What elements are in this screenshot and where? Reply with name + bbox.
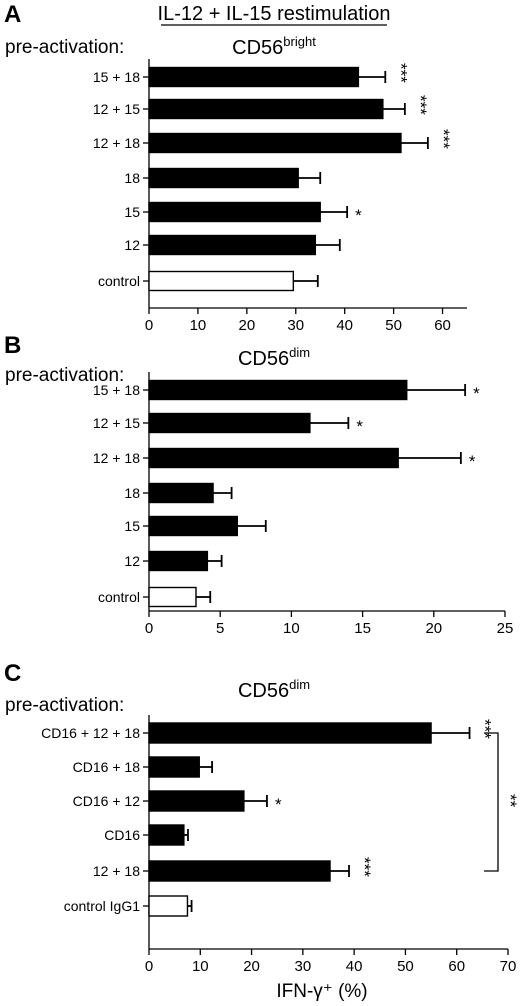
bar <box>148 132 402 154</box>
bar <box>148 447 399 469</box>
category-label: CD16 + 18 <box>73 759 141 775</box>
x-tick-label: 20 <box>239 317 256 334</box>
significance-marker: * <box>469 452 476 471</box>
significance-marker: * <box>355 206 362 225</box>
category-label: 18 <box>124 485 140 501</box>
x-tick-label: 0 <box>145 620 153 637</box>
comparison-bracket-label: ** <box>501 794 520 808</box>
bar <box>148 860 331 882</box>
category-label: 15 <box>124 204 140 220</box>
bar <box>148 234 317 256</box>
bar <box>148 790 245 812</box>
category-label: 12 <box>124 553 140 569</box>
category-label: CD16 + 12 <box>73 793 141 809</box>
significance-marker: *** <box>355 857 374 877</box>
category-label: 12 + 18 <box>93 863 140 879</box>
category-label: 12 + 18 <box>93 450 140 466</box>
bar <box>148 201 321 223</box>
panel-letter: A <box>4 1 21 28</box>
x-tick-label: 20 <box>243 958 260 975</box>
category-label: control <box>98 589 140 605</box>
significance-marker: *** <box>391 63 410 83</box>
pre-activation-label: pre-activation: <box>5 365 124 386</box>
control-bar <box>148 895 189 917</box>
category-label: 12 + 18 <box>93 135 140 151</box>
x-tick-label: 30 <box>295 958 312 975</box>
x-tick-label: 5 <box>216 620 224 637</box>
category-label: CD16 + 12 + 18 <box>41 725 140 741</box>
category-label: 12 <box>124 237 140 253</box>
x-tick-label: 10 <box>190 317 207 334</box>
significance-marker: * <box>473 384 480 403</box>
bar <box>148 550 209 572</box>
panel-title-superscript: dim <box>289 677 310 692</box>
category-label: control <box>98 273 140 289</box>
category-label: CD16 <box>104 827 140 843</box>
x-tick-label: 30 <box>287 317 304 334</box>
panel-title: CD56dim <box>238 345 310 370</box>
category-label: 15 + 18 <box>93 382 140 398</box>
significance-marker: *** <box>476 719 495 739</box>
control-bar <box>148 586 197 608</box>
x-tick-label: 40 <box>336 317 353 334</box>
significance-marker: * <box>275 795 282 814</box>
x-tick-label: 0 <box>145 317 153 334</box>
bar <box>148 98 384 120</box>
category-label: 15 + 18 <box>93 69 140 85</box>
pre-activation-label: pre-activation: <box>5 37 124 58</box>
x-tick-label: 10 <box>283 620 300 637</box>
x-tick-label: 25 <box>497 620 514 637</box>
category-label: 12 + 15 <box>93 101 140 117</box>
bar <box>148 66 360 88</box>
panel-title: CD56bright <box>232 34 316 59</box>
bar <box>148 167 299 189</box>
x-tick-label: 70 <box>500 958 517 975</box>
bar <box>148 722 432 744</box>
x-tick-label: 60 <box>434 317 451 334</box>
x-tick-label: 50 <box>397 958 414 975</box>
bar <box>148 756 200 778</box>
x-tick-label: 60 <box>448 958 465 975</box>
x-tick-label: 0 <box>145 958 153 975</box>
x-tick-label: 15 <box>354 620 371 637</box>
significance-marker: * <box>356 417 363 436</box>
bar <box>148 482 214 504</box>
category-label: 15 <box>124 518 140 534</box>
category-label: 12 + 15 <box>93 415 140 431</box>
panel-letter: B <box>4 332 21 359</box>
panel-title: CD56dim <box>238 677 310 702</box>
x-tick-label: 50 <box>385 317 402 334</box>
bar <box>148 824 185 846</box>
bar <box>148 412 311 434</box>
figure-header: IL-12 + IL-15 restimulation <box>158 3 391 25</box>
comparison-bracket <box>484 732 499 872</box>
category-label: control IgG1 <box>64 898 140 914</box>
panel-title-superscript: dim <box>289 345 310 360</box>
panel-title-superscript: bright <box>283 34 316 49</box>
bar <box>148 515 238 537</box>
x-tick-label: 20 <box>425 620 442 637</box>
control-bar <box>148 270 295 292</box>
panel-letter: C <box>4 660 21 687</box>
significance-marker: *** <box>411 95 430 115</box>
x-axis-label: IFN-γ⁺ (%) <box>276 981 367 1002</box>
bar <box>148 379 408 401</box>
x-tick-label: 10 <box>192 958 209 975</box>
category-label: 18 <box>124 170 140 186</box>
x-tick-label: 40 <box>346 958 363 975</box>
pre-activation-label: pre-activation: <box>5 695 124 716</box>
significance-marker: *** <box>434 129 453 149</box>
